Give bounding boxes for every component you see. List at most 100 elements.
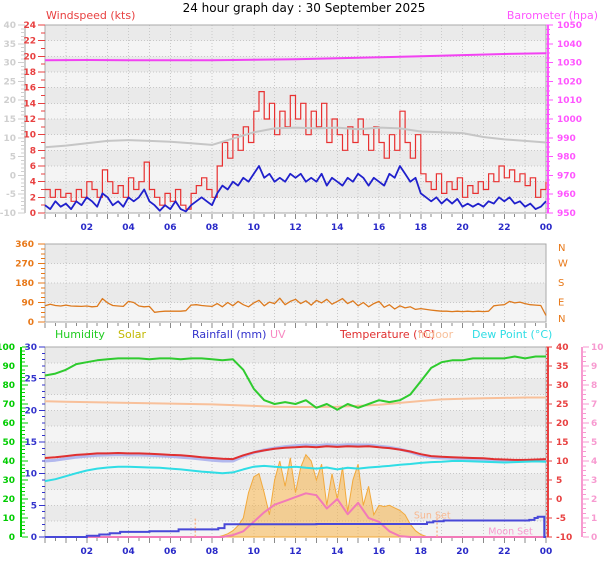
svg-text:1010: 1010 (557, 96, 582, 106)
svg-text:22: 22 (498, 547, 511, 557)
svg-text:14: 14 (331, 547, 344, 557)
svg-text:-10: -10 (556, 533, 572, 543)
legend-humidity: Humidity (55, 328, 105, 341)
svg-text:270: 270 (15, 260, 34, 270)
svg-text:-5: -5 (556, 514, 566, 524)
svg-text:06: 06 (164, 547, 177, 557)
svg-text:30: 30 (24, 343, 37, 353)
svg-text:18: 18 (414, 547, 427, 557)
svg-text:08: 08 (206, 223, 219, 233)
barometer-axis-title: Barometer (hpa) (506, 9, 598, 22)
windspeed-axis-title: Windspeed (kts) (46, 9, 136, 22)
svg-text:10: 10 (3, 134, 16, 144)
svg-text:N: N (558, 314, 565, 325)
svg-text:10: 10 (591, 343, 604, 353)
svg-text:10: 10 (24, 470, 37, 480)
windspeed-barometer-chart: 4035302520151050-5-102422201816141210864… (0, 21, 582, 233)
svg-text:12: 12 (289, 547, 302, 557)
svg-text:1040: 1040 (557, 40, 582, 50)
svg-text:24: 24 (23, 21, 36, 31)
svg-text:40: 40 (2, 457, 15, 467)
legend: Humidity Solar Rainfall (mm) UV Temperat… (0, 328, 608, 342)
svg-text:9: 9 (591, 362, 597, 372)
svg-text:8: 8 (591, 381, 597, 391)
svg-text:25: 25 (556, 400, 569, 410)
svg-text:6: 6 (30, 162, 36, 172)
svg-text:2: 2 (30, 193, 36, 203)
svg-text:08: 08 (206, 547, 219, 557)
svg-text:16: 16 (373, 547, 386, 557)
legend-uv: UV (270, 328, 286, 341)
svg-text:04: 04 (122, 223, 135, 233)
svg-text:20: 20 (23, 52, 36, 62)
svg-text:5: 5 (591, 438, 597, 448)
svg-text:180: 180 (15, 279, 34, 289)
svg-text:15: 15 (556, 438, 569, 448)
svg-text:4: 4 (30, 178, 36, 188)
svg-text:10: 10 (247, 547, 260, 557)
svg-text:10: 10 (247, 223, 260, 233)
svg-text:16: 16 (23, 84, 36, 94)
svg-text:0: 0 (9, 533, 15, 543)
svg-text:10: 10 (2, 514, 15, 524)
svg-text:25: 25 (24, 375, 37, 385)
svg-text:0: 0 (30, 209, 36, 219)
svg-text:-10: -10 (0, 209, 16, 219)
svg-text:18: 18 (414, 223, 427, 233)
svg-text:1: 1 (591, 514, 597, 524)
svg-text:100: 100 (0, 343, 15, 353)
svg-text:18: 18 (23, 68, 36, 78)
svg-text:Sun Set: Sun Set (414, 510, 451, 521)
svg-text:20: 20 (2, 495, 15, 505)
svg-text:4: 4 (591, 457, 597, 467)
svg-text:00: 00 (540, 223, 553, 233)
svg-text:8: 8 (30, 146, 36, 156)
svg-text:12: 12 (23, 115, 36, 125)
svg-text:5: 5 (556, 476, 562, 486)
legend-dew-point: Dew Point (°C) (472, 328, 553, 341)
svg-text:16: 16 (373, 223, 386, 233)
svg-text:960: 960 (557, 190, 576, 200)
svg-text:25: 25 (3, 77, 16, 87)
svg-text:W: W (558, 259, 568, 270)
svg-text:60: 60 (2, 419, 15, 429)
svg-text:5: 5 (10, 153, 16, 163)
svg-text:2: 2 (591, 495, 597, 505)
legend-rainfall: Rainfall (mm) (192, 328, 267, 341)
svg-text:20: 20 (456, 547, 469, 557)
svg-text:980: 980 (557, 153, 576, 163)
svg-text:22: 22 (498, 223, 511, 233)
svg-text:S: S (558, 278, 564, 289)
svg-text:1050: 1050 (557, 21, 582, 31)
svg-text:990: 990 (557, 134, 576, 144)
svg-text:20: 20 (456, 223, 469, 233)
svg-text:00: 00 (540, 547, 553, 557)
svg-text:5: 5 (31, 501, 37, 511)
svg-text:10: 10 (556, 457, 569, 467)
svg-text:70: 70 (2, 400, 15, 410)
svg-text:40: 40 (556, 343, 569, 353)
svg-text:360: 360 (15, 240, 34, 250)
svg-text:0: 0 (10, 171, 16, 181)
svg-text:1020: 1020 (557, 77, 582, 87)
svg-text:970: 970 (557, 171, 576, 181)
svg-text:20: 20 (556, 419, 569, 429)
svg-text:E: E (558, 298, 564, 309)
svg-text:12: 12 (289, 223, 302, 233)
svg-text:0: 0 (591, 533, 597, 543)
svg-text:0: 0 (556, 495, 562, 505)
legend-temperature: Temperature (°C) (340, 328, 435, 341)
svg-text:950: 950 (557, 209, 576, 219)
svg-text:20: 20 (3, 96, 16, 106)
svg-text:15: 15 (3, 115, 16, 125)
svg-text:50: 50 (2, 438, 15, 448)
svg-text:3: 3 (591, 476, 597, 486)
svg-text:20: 20 (24, 406, 37, 416)
svg-text:35: 35 (556, 362, 569, 372)
svg-text:90: 90 (2, 362, 15, 372)
svg-text:04: 04 (122, 547, 135, 557)
legend-indoor: Indoor (418, 328, 454, 341)
